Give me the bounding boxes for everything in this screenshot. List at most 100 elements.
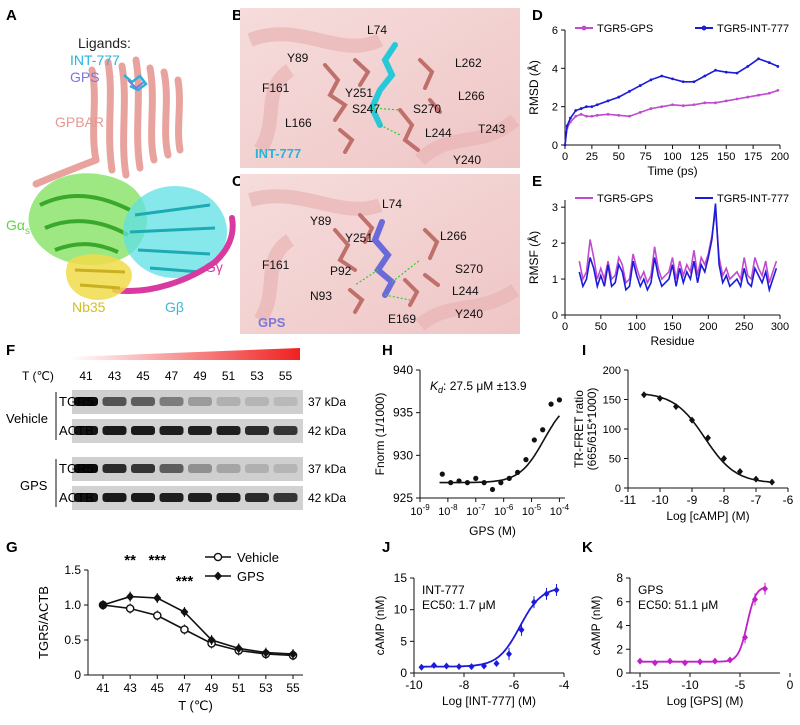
- fit-curve: [439, 415, 561, 484]
- residue-label: P92: [330, 264, 352, 278]
- legend-marker: [214, 571, 222, 581]
- x-tick-label: 53: [259, 681, 273, 695]
- data-point: [660, 74, 664, 78]
- nb35-domain: [66, 254, 132, 300]
- y-tick-label: 0: [400, 666, 407, 680]
- y-tick-label: 200: [603, 365, 621, 377]
- data-point: [595, 103, 599, 107]
- y-axis-label: cAMP (nM): [373, 596, 387, 656]
- panel-letter-b: B: [232, 7, 243, 24]
- data-point: [543, 590, 550, 598]
- data-point: [727, 656, 733, 664]
- blot-band: [216, 426, 241, 435]
- data-point: [481, 480, 487, 486]
- data-point: [443, 662, 450, 670]
- y-tick-label: 2: [616, 642, 623, 656]
- y-tick-label: 0: [552, 310, 558, 322]
- x-tick-label: 10-9: [410, 503, 430, 518]
- x-tick-label: 125: [690, 151, 708, 163]
- blot-band: [216, 397, 241, 406]
- data-point: [439, 471, 445, 477]
- blot-mw: 42 kDa: [308, 491, 346, 505]
- x-tick-label: 150: [663, 321, 681, 333]
- data-point: [473, 475, 479, 481]
- data-point: [752, 595, 758, 603]
- y-tick-label: 1: [552, 274, 558, 286]
- data-point: [692, 103, 696, 107]
- data-point: [468, 663, 475, 671]
- data-point: [579, 107, 583, 110]
- blot-mw: 42 kDa: [308, 424, 346, 438]
- data-point: [769, 478, 775, 486]
- y-axis-label: RMSF (Å): [526, 231, 541, 284]
- y-tick-label: 930: [393, 448, 413, 462]
- residue-label: L166: [285, 116, 312, 130]
- data-point: [671, 77, 674, 81]
- x-tick-label: -7: [751, 493, 762, 507]
- data-point: [574, 114, 578, 118]
- legend-label: TGR5-GPS: [597, 23, 653, 35]
- blot-band: [245, 426, 269, 435]
- data-point: [689, 416, 695, 424]
- x-tick-label: 47: [178, 681, 192, 695]
- blot-row-actb: ACTB: [59, 490, 94, 505]
- panel-letter-h: H: [382, 342, 393, 359]
- x-tick-label: 0: [562, 321, 568, 333]
- panel-b-residue-labels: L74 Y89 L262 F161 Y251 L266 S247 S270 L1…: [255, 23, 506, 167]
- residue-label: Y89: [310, 214, 332, 228]
- x-tick-label: 43: [123, 681, 137, 695]
- data-point: [585, 114, 588, 118]
- residue-label: L244: [452, 284, 479, 298]
- data-point: [757, 57, 760, 61]
- y-tick-label: 6: [616, 595, 623, 609]
- blot-band: [245, 397, 269, 406]
- ligand-label-int777: INT-777: [70, 52, 120, 68]
- x-tick-label: 75: [640, 151, 652, 163]
- blot-band: [273, 464, 298, 473]
- x-axis-label: Log [INT-777] (M): [442, 694, 536, 708]
- blot-band: [188, 493, 212, 502]
- data-point: [574, 109, 578, 112]
- temperature-tick-label: 53: [250, 369, 264, 383]
- panel-letter-f: F: [6, 342, 15, 359]
- series-line-vehicle: [102, 604, 294, 657]
- x-axis-label: Log [cAMP] (M): [666, 509, 749, 523]
- blot-band: [74, 397, 98, 406]
- data-point: [531, 437, 537, 443]
- x-tick-label: -4: [559, 678, 570, 692]
- fit-curve: [643, 393, 771, 483]
- data-point: [207, 635, 216, 645]
- panel-letter-a: A: [6, 7, 17, 24]
- data-point: [762, 585, 768, 593]
- x-tick-label: 200: [771, 151, 789, 163]
- residue-label: Y240: [453, 153, 481, 167]
- temperature-tick-label: 55: [279, 369, 293, 383]
- panel-b-pocket: [240, 8, 520, 168]
- residue-label: L74: [367, 23, 387, 37]
- y-tick-label: 150: [603, 395, 621, 407]
- blot-band: [131, 493, 155, 502]
- y-tick-label: 100: [603, 424, 621, 436]
- data-point: [641, 391, 647, 399]
- panel-letter-c: C: [232, 173, 243, 190]
- residue-label: S270: [455, 262, 483, 276]
- x-tick-label: 51: [232, 681, 246, 695]
- residue-label: L266: [440, 229, 467, 243]
- data-point: [234, 643, 243, 653]
- residue-label: L244: [425, 126, 452, 140]
- temperature-tick-label: 47: [165, 369, 179, 383]
- data-point: [714, 101, 717, 105]
- legend-label: TGR5-GPS: [597, 193, 653, 205]
- residue-label: L262: [455, 56, 482, 70]
- y-axis-label: TR-FRET ratio: [572, 390, 586, 468]
- blot-band: [216, 464, 241, 473]
- significance-marker: ***: [149, 552, 167, 569]
- residue-label: S270: [413, 102, 441, 116]
- panel-a-structure: Ligands: INT-777 GPS GPBAR Gαs Nb35 Gβ G…: [6, 35, 236, 315]
- blot-band: [102, 426, 127, 435]
- data-point: [153, 593, 162, 603]
- data-point: [746, 65, 750, 68]
- ligands-title: Ligands:: [78, 35, 131, 51]
- data-point: [617, 95, 621, 99]
- chart-h-mst: 10-9 10-8 10-7 10-6 10-5 10-4 925 930 935 940 GPS …: [373, 363, 570, 538]
